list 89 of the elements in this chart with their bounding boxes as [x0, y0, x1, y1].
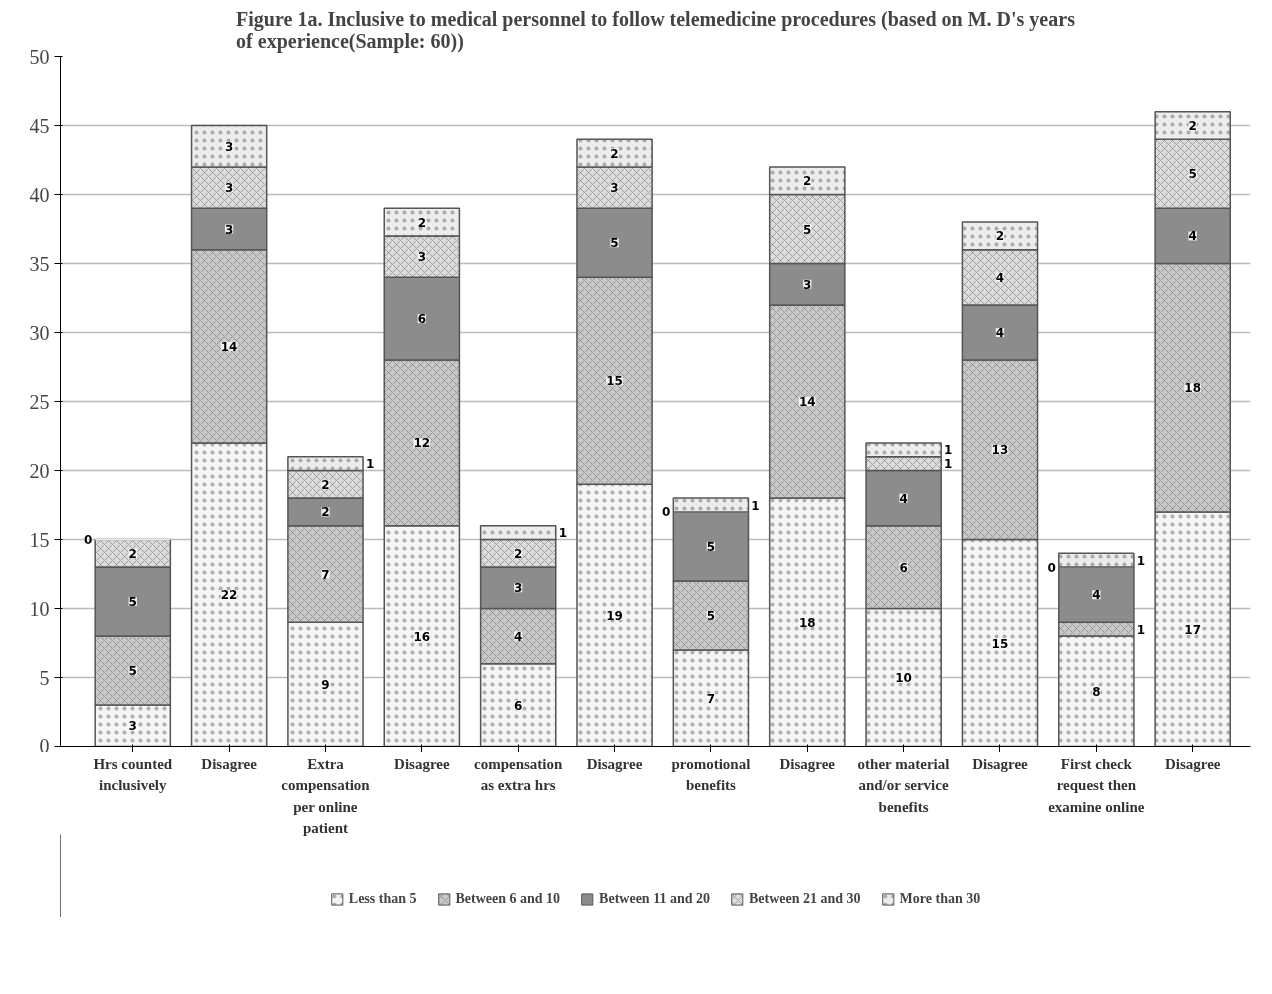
x-tick-label: Disagree — [972, 755, 1029, 772]
chart-title: Figure 1a. Inclusive to medical personnel to follow telemedicine procedures (based on M. D's years of experience(Sample: 60)) — [236, 7, 1076, 53]
data-label: 9 — [321, 677, 330, 692]
data-label: 1 — [365, 457, 375, 472]
data-label: 18 — [798, 615, 816, 630]
data-label: 19 — [606, 608, 623, 623]
y-tick-label: 45 — [29, 114, 50, 137]
data-label: 7 — [706, 691, 716, 706]
data-label: 22 — [220, 588, 238, 603]
y-tick-label: 10 — [29, 597, 50, 620]
x-tick-label: promotional benefits — [671, 755, 751, 794]
legend-label: Between 11 and 20 — [599, 891, 710, 907]
data-label: 17 — [1184, 622, 1202, 637]
data-label: 5 — [128, 664, 137, 679]
data-label: 4 — [899, 491, 908, 506]
data-label: 5 — [706, 539, 716, 554]
data-label: 2 — [610, 146, 619, 161]
data-label: 0 — [662, 505, 671, 520]
legend-label: More than 30 — [899, 891, 981, 907]
y-tick-label: 30 — [29, 321, 50, 344]
data-label: 3 — [224, 222, 234, 237]
data-label: 2 — [128, 546, 137, 561]
y-tick-label: 5 — [39, 666, 50, 689]
data-label: 6 — [899, 560, 908, 575]
x-tick-label: Disagree — [779, 755, 836, 772]
x-tick-label: Disagree — [394, 755, 450, 772]
x-tick-label: Hrs counted inclusively — [93, 755, 173, 794]
data-label: 5 — [1188, 167, 1197, 182]
data-label: 1 — [751, 498, 760, 513]
data-label: 16 — [413, 629, 431, 644]
data-label: 12 — [413, 436, 431, 451]
data-label: 14 — [798, 395, 816, 409]
data-label: 14 — [220, 339, 238, 354]
data-label: 2 — [417, 215, 427, 230]
data-label: 3 — [224, 181, 234, 196]
data-label: 10 — [895, 671, 912, 685]
data-label: 6 — [514, 698, 523, 713]
data-label: 2 — [321, 477, 330, 492]
data-label: 3 — [803, 277, 812, 292]
data-label: 3 — [224, 139, 234, 154]
data-label: 2 — [514, 546, 523, 561]
data-label: 4 — [514, 629, 523, 644]
data-label: 7 — [321, 567, 330, 582]
data-label: 4 — [1188, 229, 1197, 244]
y-tick-label: 25 — [29, 390, 50, 413]
data-label: 1 — [944, 457, 953, 472]
data-label: 3 — [417, 250, 427, 265]
data-label: 0 — [1047, 560, 1056, 575]
x-tick-label: First check request then examine online — [1048, 755, 1145, 815]
data-label: 1 — [1136, 622, 1146, 637]
data-label: 18 — [1184, 381, 1202, 396]
data-label: 2 — [1188, 119, 1197, 133]
legend-label: Between 21 and 30 — [748, 891, 861, 907]
data-label: 15 — [991, 636, 1009, 651]
x-tick-label: Disagree — [586, 755, 643, 772]
y-tick-label: 15 — [29, 528, 50, 551]
data-label: 15 — [606, 374, 623, 389]
x-tick-label: Extra compensation per online patient — [281, 755, 371, 837]
data-label: 1 — [944, 443, 953, 458]
y-tick-label: 0 — [39, 734, 50, 757]
y-tick-label: 40 — [29, 183, 50, 206]
data-label: 3 — [514, 581, 523, 596]
y-tick-label: 35 — [29, 252, 50, 275]
data-label: 4 — [995, 270, 1005, 285]
x-tick-label: Disagree — [201, 755, 258, 772]
data-label: 1 — [1136, 553, 1146, 568]
data-label: 3 — [128, 719, 137, 734]
y-tick-label: 20 — [29, 459, 50, 482]
data-label: 4 — [995, 326, 1005, 340]
data-label: 5 — [803, 222, 812, 237]
data-label: 6 — [417, 312, 427, 327]
data-label: 13 — [991, 443, 1009, 458]
data-label: 2 — [995, 229, 1005, 244]
data-label: 3 — [610, 181, 619, 196]
x-tick-label: other material and/or service benefits — [857, 755, 950, 815]
data-label: 5 — [128, 595, 137, 610]
data-label: 5 — [706, 608, 716, 623]
y-tick-label: 50 — [29, 45, 50, 68]
data-label: 2 — [321, 505, 330, 520]
x-tick-label: compensation as extra hrs — [474, 755, 564, 794]
legend-label: Less than 5 — [348, 891, 417, 907]
legend-label: Between 6 and 10 — [455, 891, 561, 907]
data-label: 8 — [1092, 684, 1101, 699]
data-label: 1 — [558, 526, 568, 541]
data-label: 4 — [1092, 588, 1101, 603]
x-tick-label: Disagree — [1164, 755, 1221, 772]
data-label: 0 — [83, 533, 93, 547]
data-label: 5 — [610, 236, 619, 251]
data-label: 2 — [803, 174, 812, 189]
